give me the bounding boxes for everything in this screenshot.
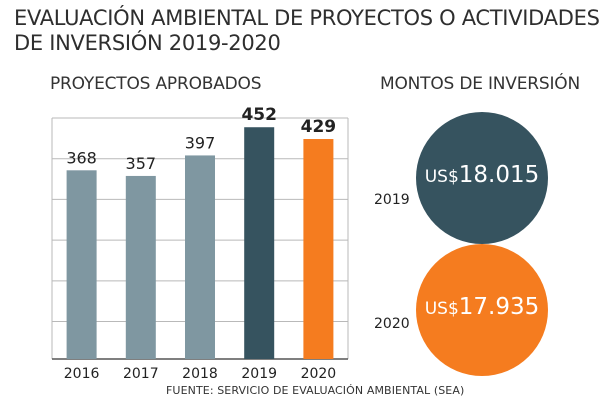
bar-value-label: 368 — [66, 148, 97, 167]
x-tick-label: 2019 — [241, 366, 277, 382]
bar-2020 — [303, 139, 334, 359]
bubble-2020 — [416, 244, 548, 376]
amount-value: 18.015 — [458, 162, 540, 188]
bar-chart-title: PROYECTOS APROBADOS — [50, 74, 262, 94]
chart-title-line-2: DE INVERSIÓN 2019-2020 — [14, 31, 281, 55]
bar-2016 — [66, 170, 97, 359]
bar-value-label: 357 — [126, 154, 157, 173]
bubble-2019 — [416, 112, 548, 244]
bubble-chart-title: MONTOS DE INVERSIÓN — [380, 74, 580, 94]
bubble-year-label: 2020 — [374, 316, 410, 332]
currency-prefix: US$ — [424, 167, 459, 187]
bubble-value-label: US$17.935 — [422, 294, 542, 320]
bubble-chart — [416, 112, 548, 376]
bar-2017 — [125, 175, 156, 359]
bubble-value-label: US$18.015 — [422, 162, 542, 188]
bar-2019 — [244, 127, 275, 359]
bar-chart-bars: 368 2016 357 2017 397 2018 452 2019 429 2020 — [64, 105, 336, 382]
x-tick-label: 2018 — [182, 366, 218, 382]
chart-title-line-1: EVALUACIÓN AMBIENTAL DE PROYECTOS O ACTI… — [14, 6, 600, 30]
currency-prefix: US$ — [424, 299, 459, 319]
x-tick-label: 2016 — [64, 366, 100, 382]
bar-value-label: 397 — [185, 133, 216, 152]
x-tick-label: 2020 — [301, 366, 337, 382]
source-note: FUENTE: SERVICIO DE EVALUACIÓN AMBIENTAL… — [166, 384, 465, 397]
bar-value-label: 452 — [241, 105, 277, 125]
bubble-year-label: 2019 — [374, 192, 410, 208]
bar-2018 — [185, 155, 215, 359]
amount-value: 17.935 — [458, 294, 540, 320]
x-tick-label: 2017 — [123, 366, 159, 382]
bar-value-label: 429 — [301, 117, 337, 137]
